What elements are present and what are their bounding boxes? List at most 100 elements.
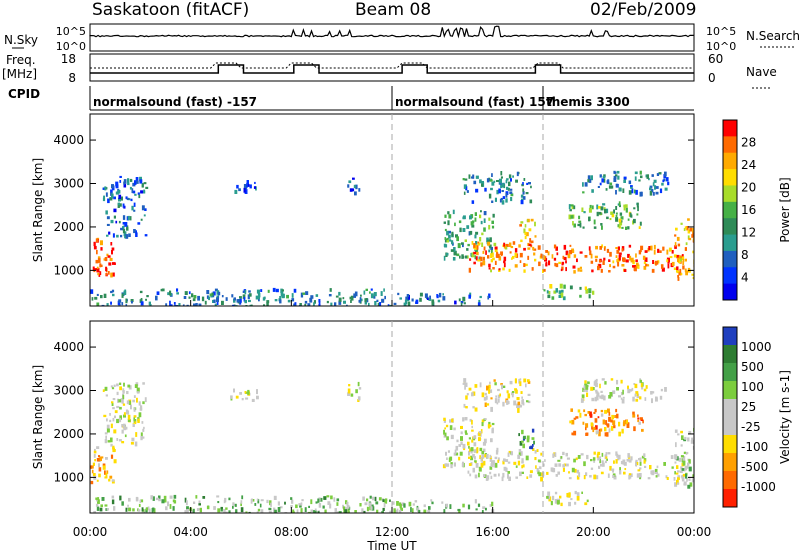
velocity-cell <box>478 431 482 434</box>
power-cell <box>144 234 148 237</box>
velocity-cell <box>482 506 486 510</box>
power-cell <box>477 259 481 262</box>
power-colorbar-label: Power [dB] <box>778 177 792 242</box>
power-cell <box>468 267 471 273</box>
power-cell <box>351 188 355 192</box>
power-cell <box>598 259 602 263</box>
power-cell <box>197 295 200 301</box>
power-cell <box>488 193 492 199</box>
velocity-cell <box>615 451 618 456</box>
velocity-cell <box>518 403 521 408</box>
power-cell <box>293 304 297 306</box>
power-cell <box>451 231 454 237</box>
power-cell <box>676 254 680 259</box>
velocity-cell <box>688 430 692 435</box>
velocity-cell <box>537 459 541 463</box>
velocity-cell <box>350 393 354 397</box>
velocity-cell <box>632 414 636 418</box>
velocity-cell <box>152 496 155 501</box>
power-cell <box>463 184 466 189</box>
velocity-cell <box>446 463 450 467</box>
velocity-cell <box>493 473 497 477</box>
power-cell <box>136 180 139 184</box>
velocity-cell <box>508 476 511 481</box>
power-cell <box>633 218 636 224</box>
velocity-cell <box>464 385 466 390</box>
power-cell <box>481 242 484 247</box>
power-cell <box>473 261 476 265</box>
velocity-cell <box>395 509 398 513</box>
power-cell <box>267 289 270 293</box>
power-cell <box>659 188 663 194</box>
velocity-cell <box>448 457 451 462</box>
power-cell <box>662 246 665 251</box>
velocity-cell <box>566 457 570 460</box>
velocity-cell <box>445 451 447 456</box>
power-cell <box>483 227 486 232</box>
power-cell <box>678 272 682 276</box>
velocity-cell <box>493 379 496 382</box>
power-cell <box>598 211 602 215</box>
velocity-cell <box>446 457 448 460</box>
power-cell <box>145 186 149 189</box>
power-colorbar-band <box>723 169 737 186</box>
power-cell <box>122 225 125 230</box>
power-cell <box>117 202 120 206</box>
velocity-cell <box>239 392 242 395</box>
velocity-cell <box>644 397 647 401</box>
power-cell <box>338 300 342 305</box>
velocity-cell <box>371 504 374 509</box>
power-cell <box>606 248 610 253</box>
velocity-cell <box>165 506 168 511</box>
velocity-cell <box>494 456 498 460</box>
power-cell <box>545 250 548 253</box>
power-cell <box>110 242 113 246</box>
power-colorbar-tick: 24 <box>741 158 756 172</box>
velocity-cell <box>99 507 103 512</box>
power-cell <box>475 249 478 253</box>
power-cell <box>106 253 109 257</box>
velocity-cell <box>475 508 478 511</box>
power-cell <box>664 187 668 191</box>
power-cell <box>479 179 482 184</box>
power-cell <box>635 259 638 263</box>
power-cell <box>638 250 642 255</box>
velocity-cell <box>430 499 433 502</box>
x-tick-label: 08:00 <box>274 525 309 539</box>
velocity-cell <box>497 459 500 463</box>
velocity-cell <box>130 404 132 410</box>
velocity-cell <box>473 442 477 447</box>
power-cell <box>502 267 505 271</box>
velocity-cell <box>657 473 660 477</box>
power-cell <box>679 268 682 274</box>
velocity-cell <box>674 461 677 464</box>
power-cell <box>524 235 527 240</box>
power-cell <box>529 199 533 204</box>
power-colorbar-band <box>723 136 737 154</box>
velocity-cell <box>479 382 482 388</box>
velocity-cell <box>542 463 545 467</box>
velocity-cell <box>574 490 577 495</box>
power-cell <box>90 289 94 294</box>
power-cell <box>666 257 670 262</box>
power-cell <box>649 187 652 191</box>
velocity-cell <box>484 454 487 458</box>
velocity-cell <box>93 453 96 458</box>
power-cell <box>93 269 96 273</box>
power-cell <box>692 250 694 254</box>
velocity-cell <box>507 471 510 474</box>
velocity-cell <box>241 495 244 500</box>
velocity-cell <box>633 383 636 385</box>
velocity-cell <box>600 390 603 393</box>
velocity-cell <box>403 503 406 508</box>
freq-unit: [MHz] <box>2 67 37 81</box>
power-cell <box>463 302 466 305</box>
velocity-cell <box>220 507 223 512</box>
velocity-cell <box>585 432 588 436</box>
velocity-cell <box>109 413 111 416</box>
velocity-cell <box>505 459 509 462</box>
power-cell <box>529 238 532 243</box>
velocity-cell <box>617 457 620 461</box>
power-cell <box>293 288 297 293</box>
velocity-cell <box>318 497 321 502</box>
